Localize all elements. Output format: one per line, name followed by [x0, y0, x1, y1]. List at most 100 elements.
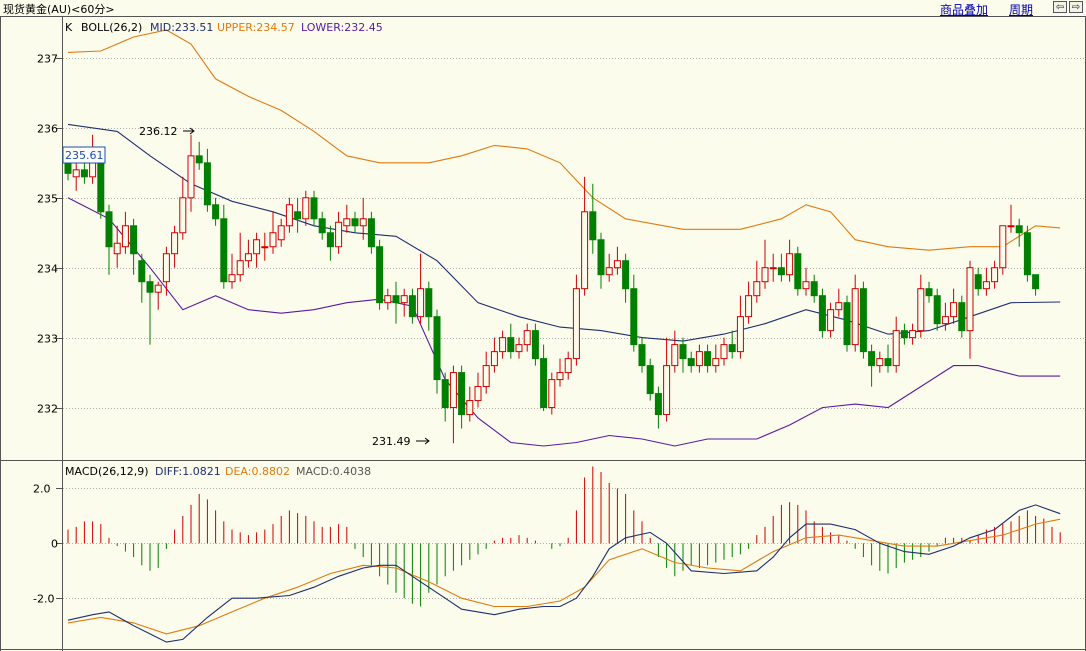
diff-line	[67, 504, 1061, 643]
candle-up	[1007, 225, 1015, 228]
candle-up	[556, 372, 564, 381]
boll-upper-line	[67, 29, 1061, 251]
candle-down	[818, 295, 826, 332]
candle-down	[310, 197, 318, 220]
candle-up	[663, 365, 671, 416]
current-price-tag: 235.61	[62, 146, 106, 164]
candle-down	[933, 295, 941, 325]
candle-up	[154, 284, 162, 293]
macd-y-tick-label: 0	[51, 538, 58, 551]
candle-up	[113, 242, 121, 255]
candle-up	[269, 232, 277, 248]
candle-down	[859, 288, 867, 353]
prev-arrow-icon[interactable]: ⇦	[1053, 1, 1067, 13]
y-tick-label: 233	[37, 333, 58, 346]
candle-down	[367, 218, 375, 248]
candle-down	[589, 211, 597, 241]
candle-up	[236, 260, 244, 276]
candle-up	[400, 295, 408, 304]
candle-up	[482, 365, 490, 388]
candle-up	[417, 288, 425, 318]
low-annotation: 231.49	[372, 435, 430, 448]
candle-down	[679, 344, 687, 360]
candle-up	[695, 351, 703, 367]
candle-down	[408, 295, 416, 318]
candle-up	[72, 169, 80, 178]
candle-down	[203, 162, 211, 206]
candle-up	[917, 288, 925, 332]
candle-down	[868, 351, 876, 367]
price-axis-ticks: 237 236 235 234 233 232	[37, 53, 62, 416]
legend-lower: LOWER:232.45	[301, 21, 383, 34]
frame	[0, 16, 1086, 651]
overlay-button[interactable]: 商品叠加	[940, 3, 989, 17]
candle-down	[630, 288, 638, 346]
boll-lower-line	[67, 197, 1061, 447]
candle-up	[982, 281, 990, 290]
candle-up	[909, 330, 917, 339]
candle-down	[1032, 274, 1040, 290]
candle-down	[318, 218, 326, 234]
macd-y-tick-label: 2.0	[33, 483, 51, 496]
y-tick-label: 236	[37, 123, 58, 136]
candle-down	[974, 274, 982, 290]
candle-up	[736, 316, 744, 353]
candle-down	[376, 246, 384, 304]
candle-down	[531, 330, 539, 360]
current-price-label: 235.61	[65, 149, 104, 162]
boll-mid-line	[67, 123, 1061, 342]
boll-bands	[67, 29, 1061, 447]
candle-up	[941, 316, 949, 325]
candle-down	[392, 295, 400, 304]
candle-up	[572, 288, 580, 360]
candle-down	[1023, 232, 1031, 276]
candle-up	[285, 204, 293, 227]
high-annotation: 236.12	[139, 125, 195, 138]
dea-line	[67, 518, 1061, 635]
candle-up	[499, 337, 507, 353]
candle-down	[1015, 225, 1023, 234]
candle-up	[753, 281, 761, 297]
legend-upper: UPPER:234.57	[217, 21, 295, 34]
candle-down	[925, 288, 933, 297]
y-tick-label: 232	[37, 403, 58, 416]
candle-down	[326, 232, 334, 248]
candle-up	[187, 155, 195, 199]
macd-y-tick-label: -2.0	[33, 593, 54, 606]
candle-up	[991, 267, 999, 283]
candle-down	[220, 218, 228, 283]
candle-up	[302, 197, 310, 220]
candle-up	[449, 372, 457, 409]
candle-up	[490, 351, 498, 367]
candle-up	[802, 281, 810, 290]
candle-down	[80, 169, 88, 178]
candle-down	[646, 365, 654, 395]
candle-up	[999, 225, 1007, 269]
candle-up	[384, 295, 392, 304]
candle-up	[671, 344, 679, 367]
candle-up	[474, 386, 482, 402]
candle-down	[777, 267, 785, 276]
candle-up	[851, 288, 859, 346]
candle-down	[441, 379, 449, 409]
candle-down	[884, 358, 892, 367]
candle-up	[827, 309, 835, 332]
candle-down	[654, 393, 662, 416]
next-arrow-icon[interactable]: ⇨	[1069, 1, 1083, 13]
candle-up	[966, 267, 974, 332]
top-bar: 现货黄金(AU)<60分> 商品叠加 周期 ⇦ ⇨	[0, 0, 1086, 17]
candle-up	[564, 358, 572, 374]
period-button[interactable]: 周期	[1009, 3, 1034, 17]
y-tick-label: 237	[37, 53, 58, 66]
candle-up	[261, 246, 269, 249]
candle-up	[228, 274, 236, 283]
macd-grid	[63, 488, 1085, 599]
legend-dea: DEA:0.8802	[225, 465, 290, 478]
candle-up	[720, 344, 728, 360]
candle-down	[687, 358, 695, 367]
candle-up	[581, 211, 589, 290]
candle-down	[146, 281, 154, 293]
candle-up	[605, 267, 613, 276]
instrument-title: 现货黄金(AU)<60分>	[3, 3, 115, 16]
